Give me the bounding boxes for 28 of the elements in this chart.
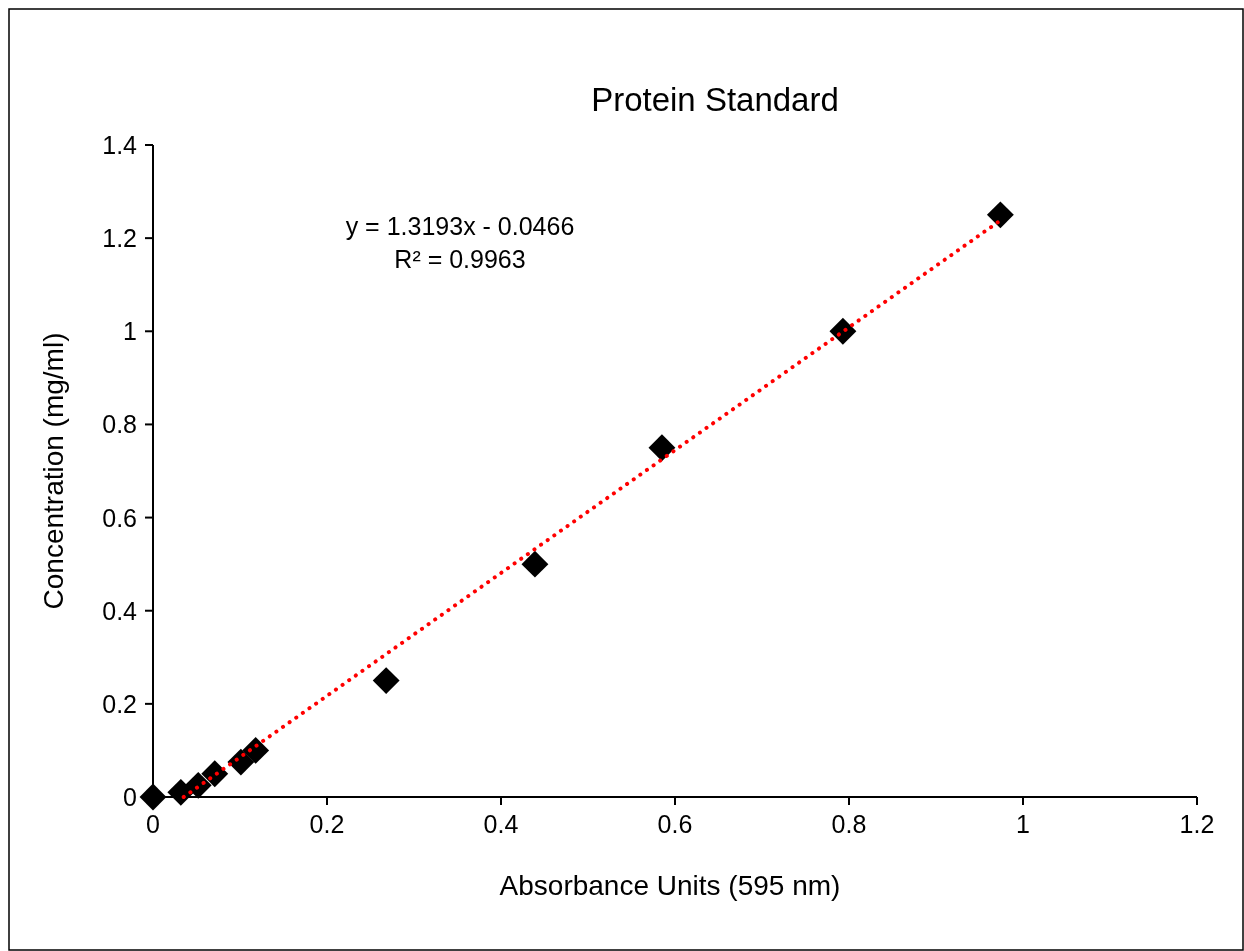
point [372, 667, 400, 695]
point [986, 201, 1014, 229]
y-tick-label: 1 [123, 317, 137, 346]
y-tick-label: 1.2 [102, 224, 137, 253]
y-tick-label: 0.6 [102, 503, 137, 532]
point [139, 783, 167, 811]
chart-title: Protein Standard [591, 81, 839, 118]
y-tick-label: 0 [123, 783, 137, 811]
point [829, 317, 857, 345]
y-tick-label: 0.8 [102, 410, 137, 439]
x-tick-label: 0.8 [831, 810, 867, 838]
y-tick-label: 1.4 [102, 131, 138, 159]
annotation: R² = 0.9963 [394, 245, 526, 273]
y-axis-title: Concentration (mg/ml) [38, 332, 69, 610]
point [184, 771, 212, 799]
x-tick-label: 1.2 [1179, 810, 1215, 838]
x-tick-label: 0.4 [483, 810, 519, 838]
x-tick-label: 0 [146, 810, 160, 838]
y-tick-label: 0.2 [102, 689, 137, 718]
point [242, 736, 270, 764]
x-tick-label: 1 [1016, 810, 1030, 838]
y-tick-label: 0.4 [102, 596, 138, 625]
x-tick-label: 0.2 [309, 810, 345, 838]
point [521, 550, 549, 578]
point [648, 434, 676, 462]
x-tick-label: 0.6 [657, 810, 693, 838]
annotation: y = 1.3193x - 0.0466 [345, 212, 575, 240]
x-axis-title: Absorbance Units (595 nm) [499, 870, 841, 901]
